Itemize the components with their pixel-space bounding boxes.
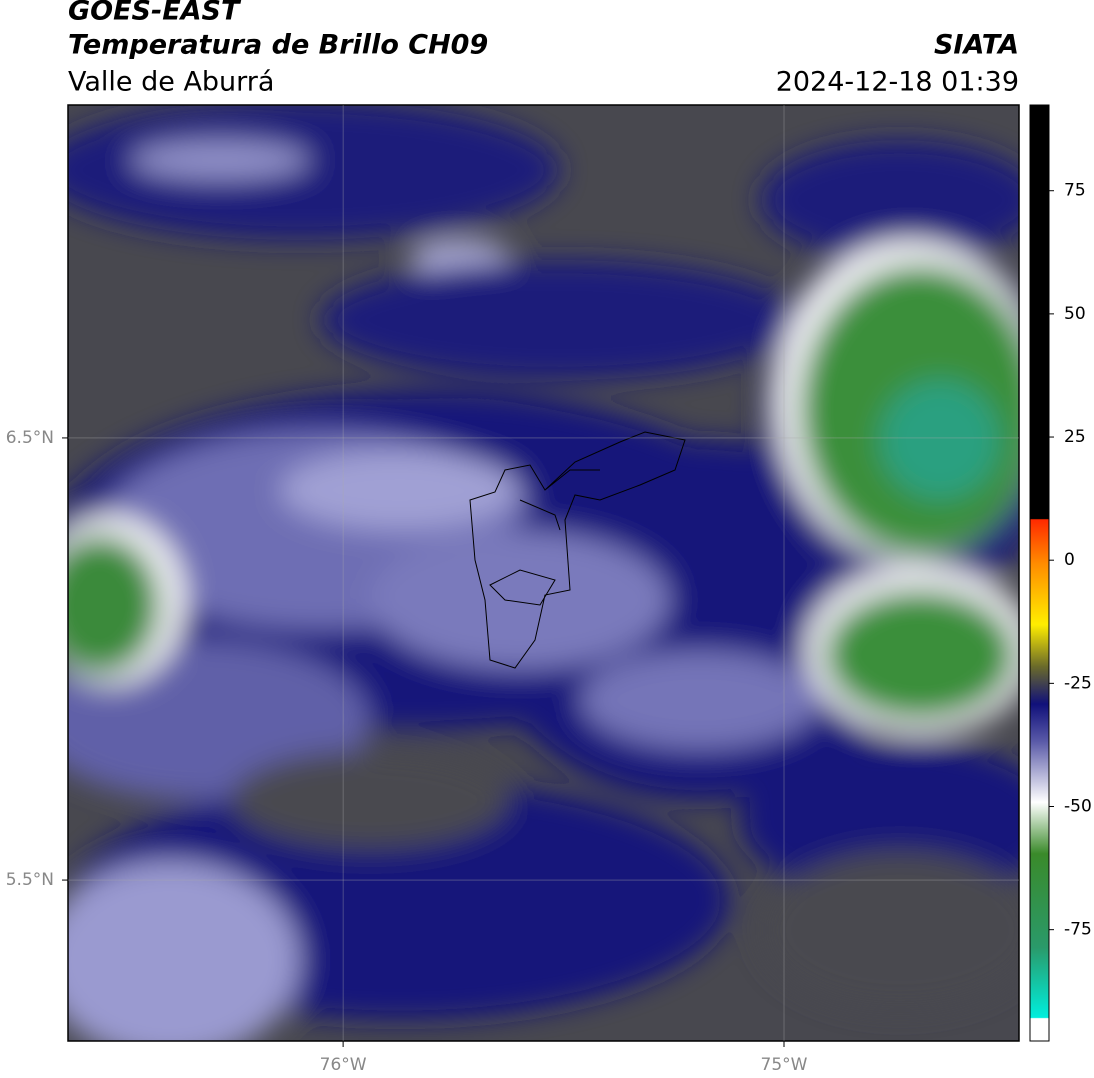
source: SIATA xyxy=(934,30,1019,61)
colorbar-tick-label: -50 xyxy=(1064,797,1092,817)
colorbar-tick-label: 25 xyxy=(1064,427,1086,447)
colorbar-tick-label: 0 xyxy=(1064,550,1075,570)
colorbar-tick-label: -75 xyxy=(1064,920,1092,940)
title: GOES-EAST xyxy=(68,0,242,27)
region: Valle de Aburrá xyxy=(68,67,274,98)
colorbar-tick-label: 50 xyxy=(1064,304,1086,324)
satellite-image xyxy=(68,105,1019,1041)
x-tick-label: 76°W xyxy=(320,1055,367,1075)
map-frame xyxy=(67,104,1020,1042)
colorbar-tick-label: -25 xyxy=(1064,673,1092,693)
y-tick-label: 5.5°N xyxy=(6,870,54,890)
x-tick-label: 75°W xyxy=(761,1055,808,1075)
y-tick-label: 6.5°N xyxy=(6,428,54,448)
subtitle: Temperatura de Brillo CH09 xyxy=(68,30,488,61)
colorbar xyxy=(1029,104,1050,1042)
datetime: 2024-12-18 01:39 xyxy=(776,67,1019,98)
municipal-boundaries xyxy=(469,431,686,669)
colorbar-tick-label: 75 xyxy=(1064,181,1086,201)
